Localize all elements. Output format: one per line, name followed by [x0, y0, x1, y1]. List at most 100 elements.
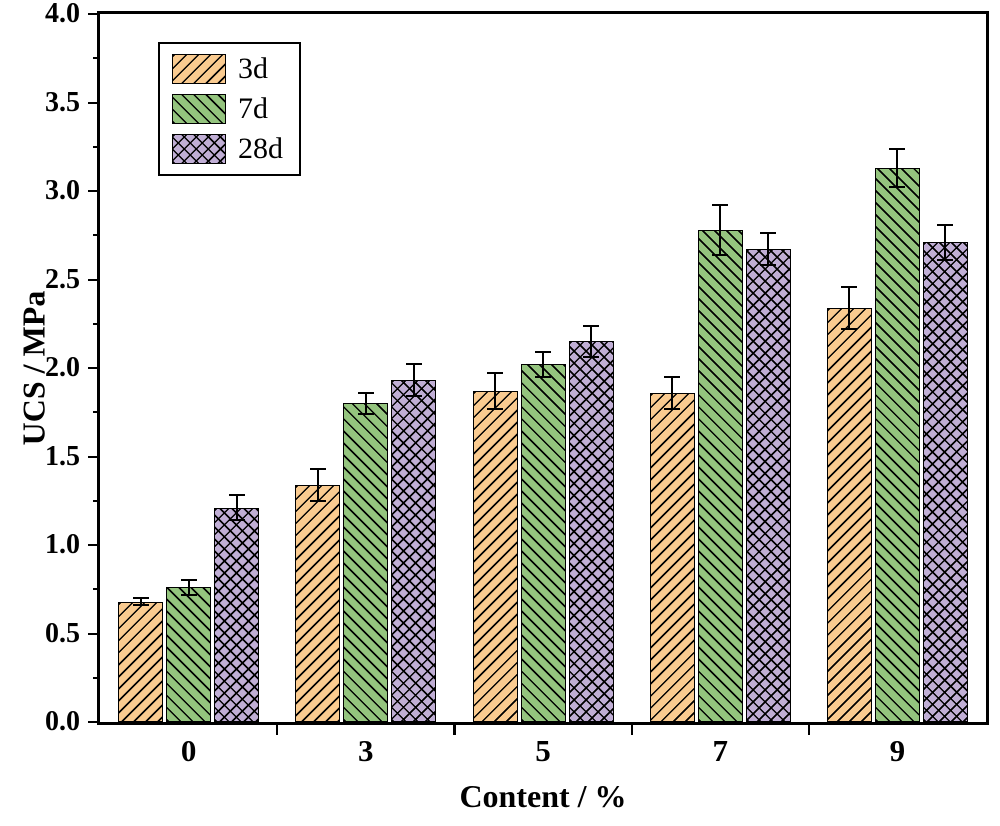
error-bar-cap-top — [535, 351, 551, 354]
y-tick-label: 0.0 — [45, 706, 80, 737]
y-tick-label: 3.0 — [45, 175, 80, 206]
error-bar-cap-bottom — [889, 186, 906, 189]
error-bar-cap-top — [132, 597, 149, 600]
error-bar-cap-bottom — [405, 395, 422, 398]
error-bar-stem — [139, 598, 142, 606]
error-bar-cap-bottom — [309, 499, 326, 502]
plot-frame — [97, 11, 989, 725]
y-major-tick — [88, 190, 98, 193]
bar-3d-7 — [649, 392, 695, 722]
y-major-tick — [88, 544, 98, 547]
y-major-tick — [88, 13, 98, 16]
error-bar-cap-top — [889, 147, 906, 150]
error-bar-cap-bottom — [841, 328, 858, 331]
error-bar-cap-top — [712, 204, 729, 207]
error-bar-cap-top — [664, 375, 681, 378]
error-bar-cap-bottom — [180, 593, 197, 596]
legend: 3d 7d 28d — [158, 42, 301, 176]
bar-3d-9 — [826, 307, 872, 722]
error-bar-stem — [316, 468, 319, 501]
error-bar-stem — [719, 205, 722, 255]
error-bar-cap-top — [357, 391, 374, 394]
error-bar-stem — [944, 224, 947, 261]
bar-7d-3 — [343, 403, 389, 722]
error-bar-cap-top — [841, 285, 858, 288]
y-tick-label: 1.0 — [45, 529, 80, 560]
error-bar-cap-bottom — [228, 519, 245, 522]
bar-3d-5 — [472, 391, 518, 722]
x-boundary-tick — [630, 725, 633, 735]
error-bar-cap-bottom — [132, 604, 149, 607]
y-minor-tick — [93, 499, 98, 502]
y-minor-tick — [93, 588, 98, 591]
bar-7d-5 — [520, 364, 566, 722]
error-bar-stem — [187, 580, 190, 595]
legend-item: 7d — [172, 92, 283, 126]
x-category-label: 9 — [889, 733, 906, 768]
y-tick-label: 2.0 — [45, 352, 80, 383]
x-category-label: 0 — [180, 733, 197, 768]
error-bar-stem — [542, 352, 544, 377]
legend-label: 3d — [238, 52, 268, 85]
y-major-tick — [88, 455, 98, 458]
x-category-label: 5 — [535, 733, 551, 768]
error-bar-stem — [235, 495, 238, 521]
y-minor-tick — [93, 234, 98, 237]
error-bar-stem — [767, 233, 770, 266]
legend-swatch-28d — [172, 134, 226, 164]
y-minor-tick — [93, 411, 98, 414]
error-bar-cap-top — [760, 232, 777, 235]
x-boundary-tick — [807, 725, 810, 735]
bar-28d-7 — [745, 249, 791, 722]
x-axis-title: Content / % — [459, 778, 627, 814]
y-minor-tick — [93, 676, 98, 679]
error-bar-cap-top — [309, 467, 326, 470]
y-tick-label: 2.5 — [45, 263, 80, 295]
error-bar-stem — [412, 364, 415, 397]
y-tick-label: 4.0 — [45, 0, 80, 29]
error-bar-stem — [896, 148, 899, 188]
bar-7d-9 — [874, 167, 920, 722]
legend-item: 28d — [172, 132, 283, 166]
y-minor-tick — [93, 322, 98, 325]
y-major-tick — [88, 721, 98, 724]
error-bar-cap-bottom — [487, 407, 503, 410]
y-tick-label: 0.5 — [45, 617, 80, 649]
error-bar-cap-bottom — [760, 264, 777, 267]
legend-swatch-3d — [172, 54, 226, 84]
error-bar-cap-bottom — [583, 356, 599, 359]
y-major-tick — [88, 278, 98, 281]
bar-28d-5 — [568, 341, 614, 722]
bar-28d-3 — [391, 380, 437, 722]
y-minor-tick — [93, 145, 98, 148]
y-axis-title: UCS / MPa — [15, 290, 52, 446]
x-category-label: 7 — [712, 733, 728, 768]
error-bar-stem — [848, 286, 851, 330]
legend-label: 28d — [238, 132, 283, 165]
bar-3d-3 — [295, 484, 341, 722]
error-bar-cap-top — [937, 223, 954, 226]
x-category-label: 3 — [358, 733, 374, 768]
y-tick-label: 3.5 — [45, 86, 80, 118]
error-bar-cap-bottom — [712, 253, 729, 256]
bar-28d-0 — [214, 507, 260, 722]
error-bar-cap-top — [228, 494, 245, 497]
error-bar-cap-bottom — [664, 407, 681, 410]
bar-3d-0 — [118, 601, 164, 722]
bar-7d-7 — [697, 229, 743, 722]
y-major-tick — [88, 367, 98, 370]
bar-28d-9 — [922, 242, 968, 722]
error-bar-cap-top — [405, 363, 422, 366]
error-bar-cap-bottom — [535, 375, 551, 378]
error-bar-stem — [494, 373, 496, 409]
legend-label: 7d — [238, 92, 268, 125]
x-boundary-tick — [453, 725, 456, 735]
error-bar-stem — [590, 325, 592, 358]
error-bar-stem — [671, 376, 674, 409]
error-bar-stem — [364, 392, 367, 414]
y-tick-label: 1.5 — [45, 440, 80, 472]
legend-swatch-7d — [172, 94, 226, 124]
bar-7d-0 — [166, 587, 212, 722]
y-major-tick — [88, 632, 98, 635]
